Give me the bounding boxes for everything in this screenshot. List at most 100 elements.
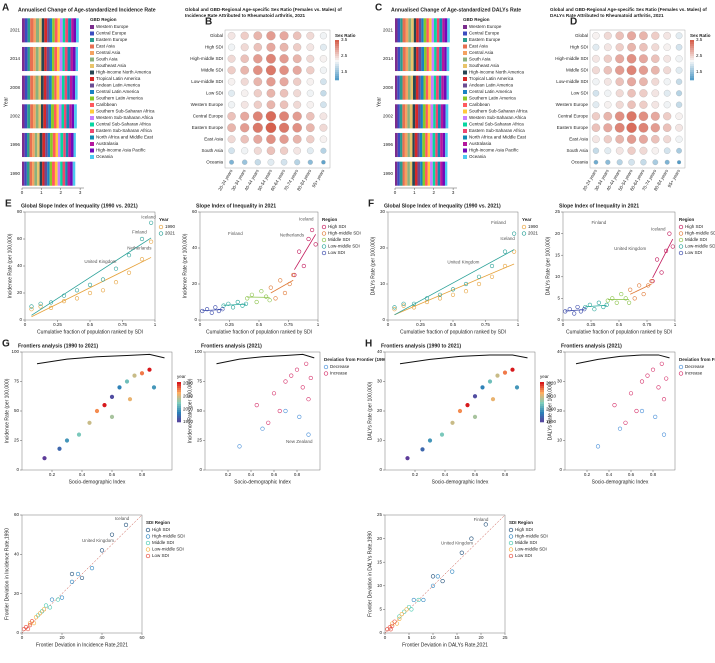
point <box>654 257 660 262</box>
legend-label: High-middle SDI <box>685 231 715 236</box>
colorbar-step <box>690 52 694 55</box>
point <box>440 578 445 584</box>
bar-segment <box>416 46 419 72</box>
bar-segment <box>418 18 422 43</box>
dot <box>228 89 235 97</box>
point <box>99 548 105 553</box>
x-tick-label: 0.25 <box>587 322 596 327</box>
x-tick-label: 0.6 <box>628 472 635 477</box>
point <box>294 367 300 372</box>
bar-segment <box>44 161 48 186</box>
legend-swatch <box>90 148 94 153</box>
colorbar-step <box>690 74 694 77</box>
colorbar-step <box>540 416 544 419</box>
colorbar-tick-label: 1.5 <box>341 69 348 74</box>
colorbar-step <box>690 44 694 47</box>
x-tick-label: 0.2 <box>584 472 591 477</box>
legend-label: Oceania <box>469 154 486 159</box>
legend-label: Decrease <box>685 364 705 369</box>
dot <box>319 66 327 74</box>
dot <box>676 147 682 154</box>
y-tick-label: 25 <box>555 209 561 214</box>
chart-title: DALYs Rate Attributed to Rheumatoid arth… <box>550 13 664 18</box>
legend-label: Western Europe <box>96 24 129 29</box>
bar-segment <box>65 18 69 43</box>
bar-segment <box>69 75 73 100</box>
bar-segment <box>446 75 449 100</box>
colorbar-step <box>690 68 694 71</box>
panel-label: D <box>570 17 577 28</box>
colorbar-step <box>540 406 544 409</box>
dot <box>676 90 682 97</box>
legend-swatch <box>90 51 94 55</box>
point <box>94 408 100 414</box>
x-tick-label: 1 <box>154 322 157 327</box>
bar-segment <box>40 75 44 100</box>
legend-swatch <box>321 231 327 236</box>
x-tick-label: 0.8 <box>139 472 146 477</box>
dot <box>280 159 288 166</box>
colorbar-step <box>540 404 544 407</box>
dot <box>663 112 672 121</box>
bar-segment <box>442 18 445 43</box>
point <box>587 302 592 307</box>
colorbar-step <box>540 408 544 411</box>
point <box>637 283 642 288</box>
x-tick-label: 5 <box>408 635 411 640</box>
dot <box>306 78 314 86</box>
point <box>37 611 43 616</box>
bar-segment <box>443 104 446 129</box>
legend-label: High-income North America <box>469 70 525 75</box>
point <box>267 298 272 303</box>
annotation: Netherlands <box>127 246 152 251</box>
colorbar-step <box>177 398 181 401</box>
y-tick-label: 60 <box>17 236 23 241</box>
point <box>29 304 34 309</box>
bar-segment <box>442 132 446 158</box>
colorbar-tick-label: 1990 <box>546 419 557 424</box>
bar-segment <box>445 104 449 129</box>
dot <box>293 89 302 98</box>
x-tick-label: 0.75 <box>643 322 652 327</box>
panel-label: F <box>368 199 374 210</box>
bar-segment <box>410 46 414 72</box>
colorbar-tick-label: 2000 <box>546 406 557 411</box>
x-tick-label: 0.75 <box>118 322 127 327</box>
legend-label: South Asia <box>469 57 491 62</box>
row-label: Eastern Europe <box>557 125 589 130</box>
legend-swatch <box>463 122 467 127</box>
y-tick-label: 5 <box>379 607 382 612</box>
bar-segment <box>62 18 66 43</box>
dot <box>603 31 612 40</box>
dot <box>227 123 236 133</box>
point <box>592 307 597 312</box>
bar-segment <box>30 75 34 100</box>
chart-title: Global Slope Index of Inequality (1990 v… <box>21 203 138 209</box>
dot <box>266 53 276 64</box>
bar-segment <box>33 104 36 129</box>
dot <box>593 160 599 165</box>
y-tick-label: 15 <box>555 252 561 257</box>
point <box>297 414 302 420</box>
point <box>450 420 455 425</box>
y-tick-label: 30 <box>377 379 383 384</box>
legend-swatch <box>90 90 94 94</box>
bar-segment <box>67 75 70 100</box>
bar-segment <box>73 18 77 43</box>
dot <box>321 160 326 165</box>
bar-segment <box>414 132 418 158</box>
bar-segment <box>441 75 444 100</box>
point <box>102 403 107 408</box>
bar-segment <box>33 75 36 100</box>
bar-segment <box>27 75 31 100</box>
bar-segment <box>34 161 38 186</box>
row-label: Middle SDI <box>201 67 223 72</box>
point <box>240 303 245 308</box>
point <box>29 307 34 312</box>
x-tick-label: 0.8 <box>502 472 509 477</box>
legend-swatch <box>145 553 151 559</box>
point <box>271 391 277 396</box>
bar-segment <box>64 46 68 72</box>
bar-segment <box>68 132 72 158</box>
bar-segment <box>440 104 444 129</box>
